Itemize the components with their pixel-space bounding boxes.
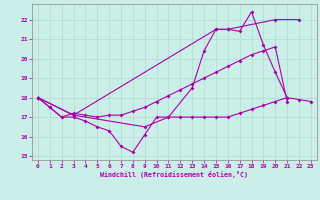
X-axis label: Windchill (Refroidissement éolien,°C): Windchill (Refroidissement éolien,°C) — [100, 171, 248, 178]
